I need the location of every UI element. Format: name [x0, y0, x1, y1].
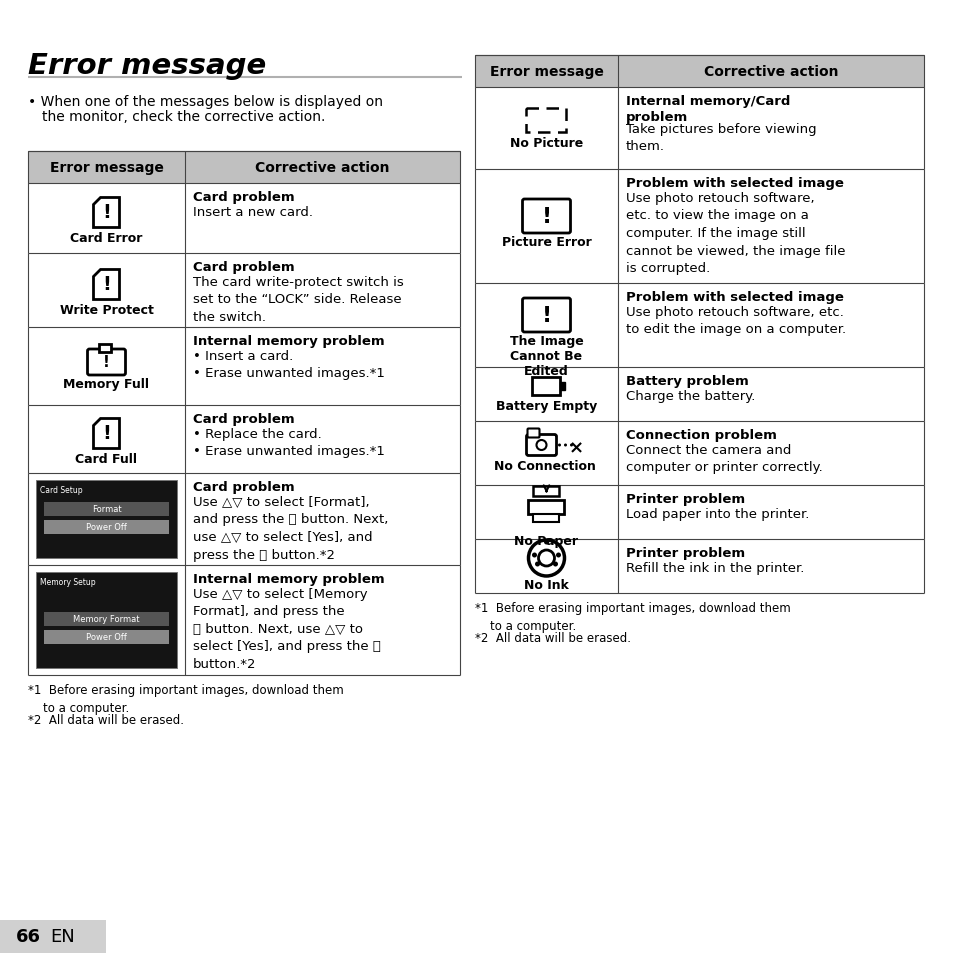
- Circle shape: [569, 444, 573, 447]
- Text: Error message: Error message: [489, 65, 603, 79]
- Text: the monitor, check the corrective action.: the monitor, check the corrective action…: [42, 110, 325, 124]
- Text: Corrective action: Corrective action: [255, 161, 390, 174]
- Text: Format: Format: [91, 505, 121, 514]
- Bar: [44, 613, 169, 626]
- Text: Connect the camera and
computer or printer correctly.: Connect the camera and computer or print…: [625, 443, 821, 474]
- Circle shape: [532, 553, 537, 558]
- FancyBboxPatch shape: [526, 435, 556, 456]
- Text: Load paper into the printer.: Load paper into the printer.: [625, 507, 808, 520]
- Text: !: !: [103, 355, 110, 370]
- Text: Card problem: Card problem: [193, 261, 294, 274]
- Text: Insert a new card.: Insert a new card.: [193, 206, 313, 219]
- Text: !: !: [541, 207, 551, 227]
- Circle shape: [535, 562, 539, 567]
- Bar: [528, 500, 564, 515]
- Text: Take pictures before viewing
them.: Take pictures before viewing them.: [625, 123, 816, 153]
- Text: *1  Before erasing important images, download them
    to a computer.: *1 Before erasing important images, down…: [475, 601, 790, 633]
- Circle shape: [558, 444, 560, 447]
- Text: !: !: [102, 203, 111, 222]
- Text: *2  All data will be erased.: *2 All data will be erased.: [28, 713, 184, 726]
- Text: Use photo retouch software, etc.
to edit the image on a computer.: Use photo retouch software, etc. to edit…: [625, 306, 845, 336]
- FancyBboxPatch shape: [522, 298, 570, 333]
- Text: Card Full: Card Full: [75, 453, 137, 465]
- Bar: [475, 56, 923, 88]
- Text: Power Off: Power Off: [86, 523, 127, 532]
- Text: Charge the battery.: Charge the battery.: [625, 390, 755, 402]
- Text: Use photo retouch software,
etc. to view the image on a
computer. If the image s: Use photo retouch software, etc. to view…: [625, 192, 844, 274]
- Text: • When one of the messages below is displayed on: • When one of the messages below is disp…: [28, 95, 382, 109]
- Text: *1  Before erasing important images, download them
    to a computer.: *1 Before erasing important images, down…: [28, 683, 343, 714]
- Text: No Connection: No Connection: [493, 460, 595, 473]
- Text: Printer problem: Printer problem: [625, 493, 744, 505]
- Text: ×: ×: [568, 438, 583, 456]
- Bar: [28, 152, 459, 184]
- Bar: [99, 345, 112, 353]
- Text: Memory Setup: Memory Setup: [40, 578, 95, 586]
- Text: Card problem: Card problem: [193, 413, 294, 426]
- Text: Power Off: Power Off: [86, 633, 127, 641]
- Text: !: !: [541, 306, 551, 326]
- Text: Error message: Error message: [50, 161, 163, 174]
- Polygon shape: [93, 418, 119, 449]
- Circle shape: [563, 444, 566, 447]
- Text: Use △▽ to select [Memory
Format], and press the
⒪ button. Next, use △▽ to
select: Use △▽ to select [Memory Format], and pr…: [193, 587, 380, 670]
- Polygon shape: [93, 198, 119, 228]
- Text: Internal memory problem: Internal memory problem: [193, 573, 384, 585]
- Polygon shape: [93, 270, 119, 299]
- Text: EN: EN: [50, 927, 74, 945]
- Text: No Picture: No Picture: [509, 137, 582, 150]
- Text: • Insert a card.
• Erase unwanted images.*1: • Insert a card. • Erase unwanted images…: [193, 350, 384, 380]
- Bar: [36, 573, 177, 668]
- Text: The Image
Cannot Be
Edited: The Image Cannot Be Edited: [509, 335, 583, 377]
- Bar: [0, 920, 106, 953]
- Bar: [532, 377, 560, 395]
- Text: • Replace the card.
• Erase unwanted images.*1: • Replace the card. • Erase unwanted ima…: [193, 428, 384, 458]
- Text: Battery problem: Battery problem: [625, 375, 748, 388]
- Text: Memory Format: Memory Format: [73, 615, 139, 624]
- Circle shape: [553, 562, 558, 567]
- Text: Error message: Error message: [28, 52, 266, 80]
- Text: The card write-protect switch is
set to the “LOCK” side. Release
the switch.: The card write-protect switch is set to …: [193, 275, 403, 324]
- Text: No Paper: No Paper: [514, 535, 578, 547]
- Bar: [44, 520, 169, 535]
- Text: No Ink: No Ink: [523, 578, 568, 592]
- Text: Memory Full: Memory Full: [64, 377, 150, 391]
- Text: Write Protect: Write Protect: [59, 304, 153, 316]
- Text: Use △▽ to select [Format],
and press the ⒪ button. Next,
use △▽ to select [Yes],: Use △▽ to select [Format], and press the…: [193, 496, 388, 561]
- Text: Card Error: Card Error: [71, 232, 143, 245]
- FancyBboxPatch shape: [88, 350, 126, 375]
- Text: Problem with selected image: Problem with selected image: [625, 291, 843, 304]
- Bar: [533, 486, 558, 497]
- Text: *2  All data will be erased.: *2 All data will be erased.: [475, 631, 630, 644]
- Text: Battery Empty: Battery Empty: [496, 399, 597, 413]
- Bar: [526, 109, 566, 132]
- Text: Corrective action: Corrective action: [703, 65, 838, 79]
- Bar: [44, 502, 169, 517]
- Text: Refill the ink in the printer.: Refill the ink in the printer.: [625, 561, 803, 575]
- Text: 66: 66: [16, 927, 41, 945]
- Text: !: !: [102, 424, 111, 443]
- Text: Picture Error: Picture Error: [501, 235, 591, 249]
- Circle shape: [556, 553, 560, 558]
- Text: Internal memory/Card
problem: Internal memory/Card problem: [625, 95, 789, 124]
- Text: Card problem: Card problem: [193, 191, 294, 204]
- Bar: [36, 480, 177, 558]
- FancyBboxPatch shape: [527, 429, 539, 438]
- Circle shape: [543, 540, 548, 545]
- Bar: [560, 382, 565, 391]
- Text: Card Setup: Card Setup: [40, 485, 83, 495]
- Text: Connection problem: Connection problem: [625, 429, 776, 441]
- Text: Card problem: Card problem: [193, 480, 294, 494]
- Text: Internal memory problem: Internal memory problem: [193, 335, 384, 348]
- Text: Problem with selected image: Problem with selected image: [625, 177, 843, 190]
- FancyBboxPatch shape: [522, 200, 570, 233]
- Bar: [533, 515, 558, 522]
- Bar: [44, 630, 169, 644]
- Text: Printer problem: Printer problem: [625, 546, 744, 559]
- Text: !: !: [102, 275, 111, 294]
